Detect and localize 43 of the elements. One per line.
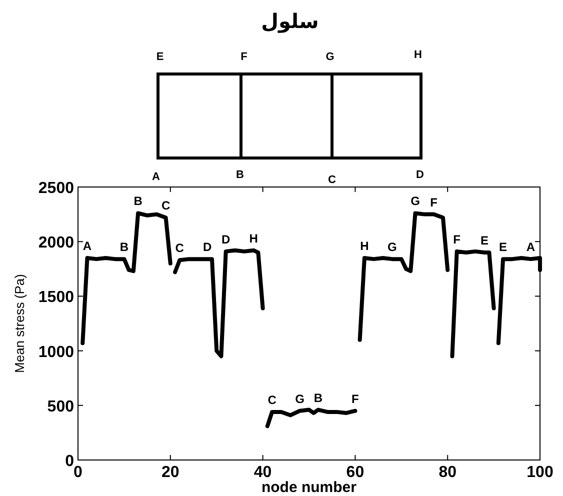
xlabel: node number xyxy=(262,479,356,496)
annotation: B xyxy=(134,194,142,208)
xtick-label: 100 xyxy=(526,464,554,481)
annotation: F xyxy=(430,195,438,210)
xtick-label: 40 xyxy=(254,464,272,481)
annotation: F xyxy=(453,232,460,246)
xtick-label: 0 xyxy=(74,464,82,481)
annotation: E xyxy=(499,240,508,254)
annotation: H xyxy=(249,231,258,246)
xtick-label: 60 xyxy=(346,464,364,481)
xtick-label: 80 xyxy=(438,464,456,481)
annotation: C xyxy=(268,392,276,407)
annotation: C xyxy=(175,241,184,256)
ytick-label: 2000 xyxy=(38,234,74,252)
diagram-label: F xyxy=(240,51,248,63)
annotation: A xyxy=(526,240,536,254)
ytick-label: 500 xyxy=(47,398,74,416)
annotation: A xyxy=(82,238,92,253)
annotation: F xyxy=(352,392,359,406)
diagram-label: G xyxy=(326,51,334,63)
ytick-label: 1500 xyxy=(38,289,74,306)
annotation: G xyxy=(295,392,304,406)
ylabel: Mean stress (Pa) xyxy=(12,274,27,373)
annotation: G xyxy=(388,240,397,254)
annotation: H xyxy=(360,238,369,253)
xtick-label: 20 xyxy=(162,464,180,481)
annotation: D xyxy=(203,240,212,254)
title: سلول xyxy=(261,9,319,33)
annotation: D xyxy=(222,232,230,246)
diagram-label: A xyxy=(152,171,160,183)
diagram-label: D xyxy=(416,169,424,181)
annotation: E xyxy=(480,234,489,248)
diagram-label: E xyxy=(156,51,164,63)
diagram-label: B xyxy=(236,169,244,181)
ytick-label: 2500 xyxy=(38,180,74,197)
annotation: B xyxy=(120,240,129,254)
annotation: C xyxy=(161,198,170,213)
diagram-label: C xyxy=(328,174,336,186)
annotation: G xyxy=(410,194,420,208)
ytick-label: 1000 xyxy=(38,344,74,361)
annotation: B xyxy=(314,390,323,405)
ytick-label: 0 xyxy=(65,453,74,470)
diagram-label: H xyxy=(414,49,422,61)
